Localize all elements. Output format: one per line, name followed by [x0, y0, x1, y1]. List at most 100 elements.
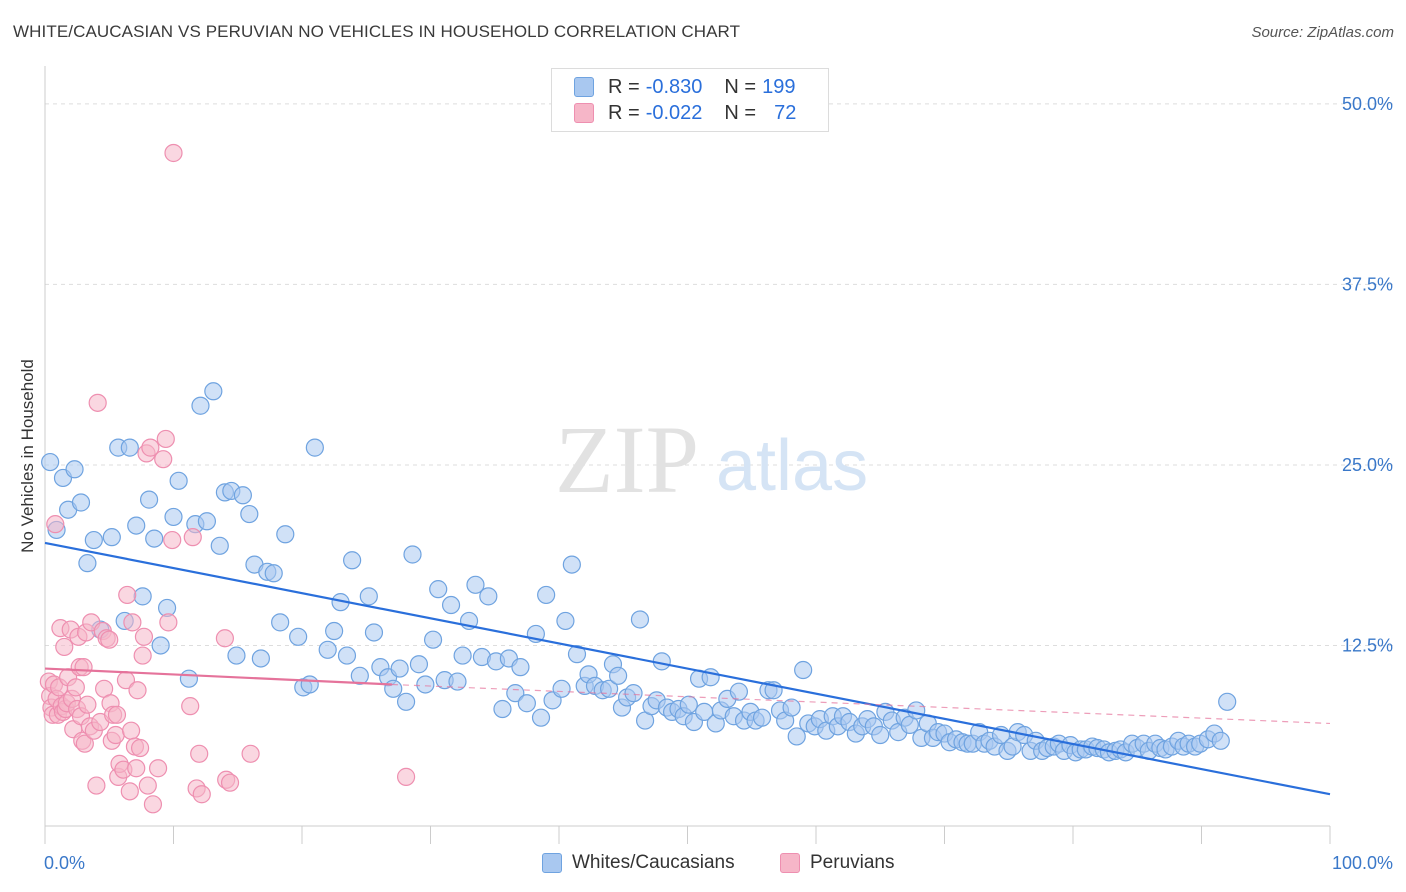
data-point-peruvians — [78, 695, 97, 714]
n-label: N = — [724, 101, 757, 124]
peruvians-legend-swatch — [780, 853, 800, 873]
stats-row-whites: R = -0.830 N = 199 — [574, 74, 795, 100]
data-point-peruvians — [141, 438, 160, 457]
data-point-whites — [511, 658, 530, 677]
r-value: -0.022 — [645, 101, 703, 124]
data-point-whites — [151, 636, 170, 655]
data-point-whites — [729, 682, 749, 701]
data-point-whites — [325, 621, 344, 641]
data-point-whites — [624, 684, 643, 703]
data-point-whites — [679, 695, 698, 714]
data-point-whites — [556, 611, 575, 631]
data-point-peruvians — [215, 629, 234, 648]
n-value: 199 — [762, 75, 796, 98]
data-point-whites — [139, 490, 159, 509]
data-point-whites — [300, 675, 319, 694]
data-point-peruvians — [138, 776, 157, 795]
data-point-whites — [120, 438, 139, 457]
data-point-whites — [506, 684, 525, 703]
data-point-peruvians — [106, 725, 125, 745]
y-axis-label: No Vehicles in Household — [18, 359, 37, 553]
data-point-whites — [78, 554, 97, 573]
data-point-peruvians — [159, 613, 178, 632]
data-point-whites — [233, 486, 252, 505]
r-label: R = — [608, 101, 640, 124]
data-point-whites — [390, 659, 409, 678]
data-point-whites — [169, 471, 188, 490]
data-point-peruvians — [107, 705, 127, 724]
r-label: R = — [608, 75, 640, 98]
data-point-whites — [441, 595, 461, 615]
watermark-zip: ZIP — [555, 406, 699, 513]
data-point-whites — [752, 708, 772, 727]
data-point-whites — [537, 585, 556, 605]
legend-item-whites[interactable]: Whites/Caucasians — [542, 852, 735, 874]
data-point-peruvians — [164, 143, 183, 163]
data-point-whites — [416, 675, 435, 694]
data-point-whites — [1211, 731, 1230, 750]
data-point-peruvians — [156, 429, 175, 449]
data-point-peruvians — [123, 613, 142, 632]
data-point-whites — [164, 507, 183, 527]
data-point-peruvians — [75, 734, 94, 753]
data-point-peruvians — [190, 744, 209, 763]
data-point-whites — [271, 613, 290, 632]
data-point-whites — [782, 698, 801, 717]
data-point-whites — [41, 452, 60, 472]
data-point-peruvians — [100, 630, 119, 649]
data-point-whites — [318, 640, 337, 659]
data-point-whites — [227, 646, 246, 665]
data-point-whites — [127, 516, 146, 535]
data-point-whites — [240, 504, 259, 524]
n-value: 72 — [774, 101, 797, 124]
data-point-whites — [466, 575, 485, 594]
data-point-peruvians — [241, 744, 260, 763]
data-point-peruvians — [192, 785, 211, 804]
trend-line-peruvians — [44, 667, 393, 686]
y-tick-label: 25.0% — [1342, 455, 1393, 475]
data-point-peruvians — [74, 658, 93, 677]
data-point-whites — [204, 382, 223, 401]
data-point-whites — [337, 646, 357, 665]
watermark-atlas: atlas — [716, 426, 868, 506]
data-point-whites — [251, 649, 270, 668]
data-point-peruvians — [88, 393, 107, 412]
peruvians-legend-label: Peruvians — [810, 852, 895, 873]
data-point-whites — [179, 669, 199, 688]
data-point-peruvians — [130, 738, 150, 758]
data-point-peruvians — [66, 678, 85, 697]
stats-row-peruvians: R = -0.022 N = 72 — [574, 100, 796, 126]
data-point-peruvians — [134, 627, 154, 646]
data-point-whites — [448, 672, 467, 691]
data-point-whites — [359, 587, 378, 606]
tick-labels: 12.5% 25.0% 37.5% 50.0% 0.0% 100.0% — [44, 94, 1393, 873]
data-point-whites — [409, 655, 429, 674]
peruvians-swatch — [574, 103, 594, 123]
trend-line-whites — [44, 541, 1331, 796]
chart-title: WHITE/CAUCASIAN VS PERUVIAN NO VEHICLES … — [13, 22, 741, 41]
data-point-peruvians — [148, 759, 168, 778]
data-point-peruvians — [143, 795, 163, 814]
data-point-whites — [305, 438, 324, 457]
data-point-whites — [517, 694, 536, 713]
data-point-whites — [145, 529, 164, 548]
data-point-whites — [102, 528, 121, 547]
data-point-whites — [276, 525, 295, 544]
legend-item-peruvians[interactable]: Peruvians — [780, 852, 895, 874]
data-point-whites — [871, 725, 890, 745]
trend-lines — [44, 541, 1331, 796]
r-value: -0.830 — [645, 75, 703, 98]
data-point-whites — [350, 666, 369, 685]
data-point-whites — [493, 699, 512, 719]
data-point-peruvians — [183, 528, 202, 547]
data-point-whites — [562, 555, 581, 574]
whites-legend-label: Whites/Caucasians — [572, 852, 735, 873]
source-label: Source: ZipAtlas.com — [1251, 24, 1394, 41]
data-point-whites — [197, 512, 217, 531]
y-tick-label: 50.0% — [1342, 94, 1393, 114]
data-point-peruvians — [163, 530, 182, 550]
data-point-peruvians — [46, 515, 65, 534]
data-point-whites — [609, 666, 628, 685]
data-point-whites — [343, 551, 362, 570]
whites-legend-swatch — [542, 853, 562, 873]
